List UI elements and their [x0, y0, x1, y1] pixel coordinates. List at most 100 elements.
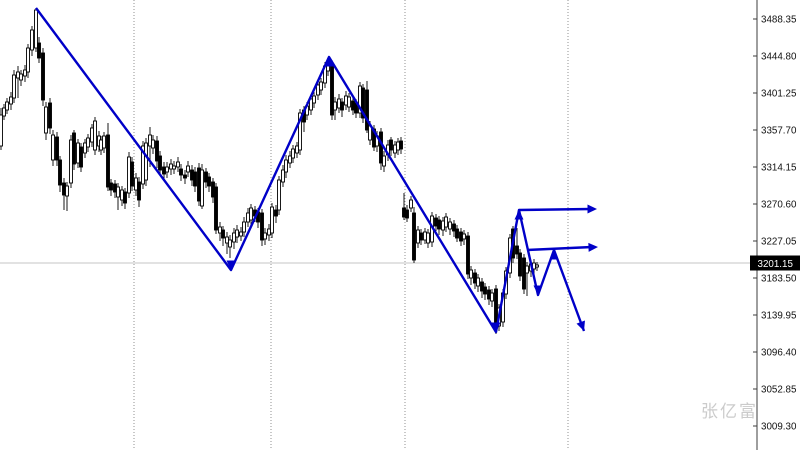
candle-body [79, 146, 83, 168]
candle-body [232, 232, 236, 243]
candle-body [242, 221, 246, 233]
candle-body [379, 131, 383, 164]
candle-body [5, 101, 9, 111]
candle-body [459, 231, 463, 242]
candle-body [83, 142, 87, 154]
candle-body [93, 120, 97, 151]
candle-body [455, 228, 459, 239]
candle-body [65, 185, 69, 197]
candle-body [298, 112, 302, 151]
candle-body [361, 87, 365, 119]
grid-lines [133, 0, 569, 450]
candle-body [480, 281, 484, 292]
candle-body [365, 89, 369, 131]
candle-body [48, 102, 52, 129]
candle-body [288, 155, 292, 164]
candle-body [0, 114, 3, 147]
candle-body [444, 216, 448, 228]
arrowhead [324, 57, 334, 67]
arrowhead [587, 204, 597, 214]
candle-body [19, 73, 23, 81]
current-price-badge-label: 3201.15 [758, 259, 794, 270]
candle-body [284, 159, 288, 173]
candle-body [466, 235, 470, 275]
candle-body [2, 107, 6, 117]
candle-body [144, 142, 148, 181]
candle-body [274, 209, 278, 217]
candle-body [437, 219, 441, 230]
candle-body [452, 223, 456, 232]
candle-body [137, 181, 141, 201]
axis-price-label: 3009.30 [761, 421, 797, 432]
arrowhead [549, 250, 559, 260]
candle-body [102, 135, 106, 149]
candle-body [158, 155, 162, 171]
candle-body [58, 159, 62, 186]
axis-price-label: 3314.15 [761, 162, 797, 173]
candle-body [389, 139, 393, 151]
candle-body [55, 136, 59, 161]
candle-body [396, 141, 400, 151]
candle-body [344, 95, 348, 106]
candle-body [277, 179, 281, 211]
candle-body [172, 165, 176, 170]
axis-price-label: 3270.60 [761, 199, 797, 210]
candle-body [312, 95, 316, 104]
candle-body [221, 229, 225, 239]
candle-body [518, 252, 522, 277]
candle-body [483, 286, 487, 295]
candle-body [130, 161, 134, 187]
current-price-badge-bg [750, 255, 800, 271]
candle-body [34, 9, 38, 49]
candle-body [340, 101, 344, 111]
arrowhead [588, 242, 598, 252]
candle-body [86, 137, 90, 148]
candle-body [12, 74, 16, 99]
candle-body [316, 84, 320, 96]
candle-body [249, 207, 253, 221]
candle-body [30, 29, 34, 51]
candle-body [183, 174, 187, 179]
candle-body [351, 100, 355, 111]
candle-body [179, 168, 183, 176]
candle-body [109, 182, 113, 191]
axis-price-label: 3401.25 [761, 88, 797, 99]
candle-body [426, 232, 430, 244]
candle-body [462, 233, 466, 240]
axis-price-label: 3052.85 [761, 384, 797, 395]
axis-price-label: 3488.35 [761, 14, 797, 25]
candle-body [200, 169, 204, 207]
candle-body [399, 140, 403, 150]
candle-body [330, 63, 334, 116]
candle-body [193, 171, 197, 187]
axis-price-label: 3183.50 [761, 273, 797, 284]
arrowhead [576, 320, 585, 331]
candle-body [151, 139, 155, 149]
price-axis[interactable]: 3488.35 3444.80 3401.25 3357.70 3314.15 3270.… [753, 0, 797, 450]
candle-body [228, 239, 232, 248]
candle-body [393, 144, 397, 154]
candle-body [409, 199, 413, 209]
candle-body [419, 232, 423, 241]
candle-body [260, 212, 264, 241]
candle-body [490, 292, 494, 302]
candle-body [9, 96, 13, 105]
arrowhead [491, 322, 501, 332]
candle-body [281, 169, 285, 183]
candle-body [295, 145, 299, 154]
arrowhead [514, 210, 524, 220]
candle-body [176, 161, 180, 168]
watermark-text: 张亿富 [701, 402, 758, 421]
resistance-arrow-line [526, 245, 593, 252]
candle-body [72, 132, 76, 165]
arrowhead [226, 260, 236, 270]
candle-body [155, 140, 159, 162]
candle-body [412, 212, 416, 261]
arrowhead [533, 285, 543, 295]
candle-body [382, 155, 386, 167]
candle-body [319, 81, 323, 91]
candle-body [263, 232, 267, 240]
axis-price-label: 3444.80 [761, 51, 797, 62]
